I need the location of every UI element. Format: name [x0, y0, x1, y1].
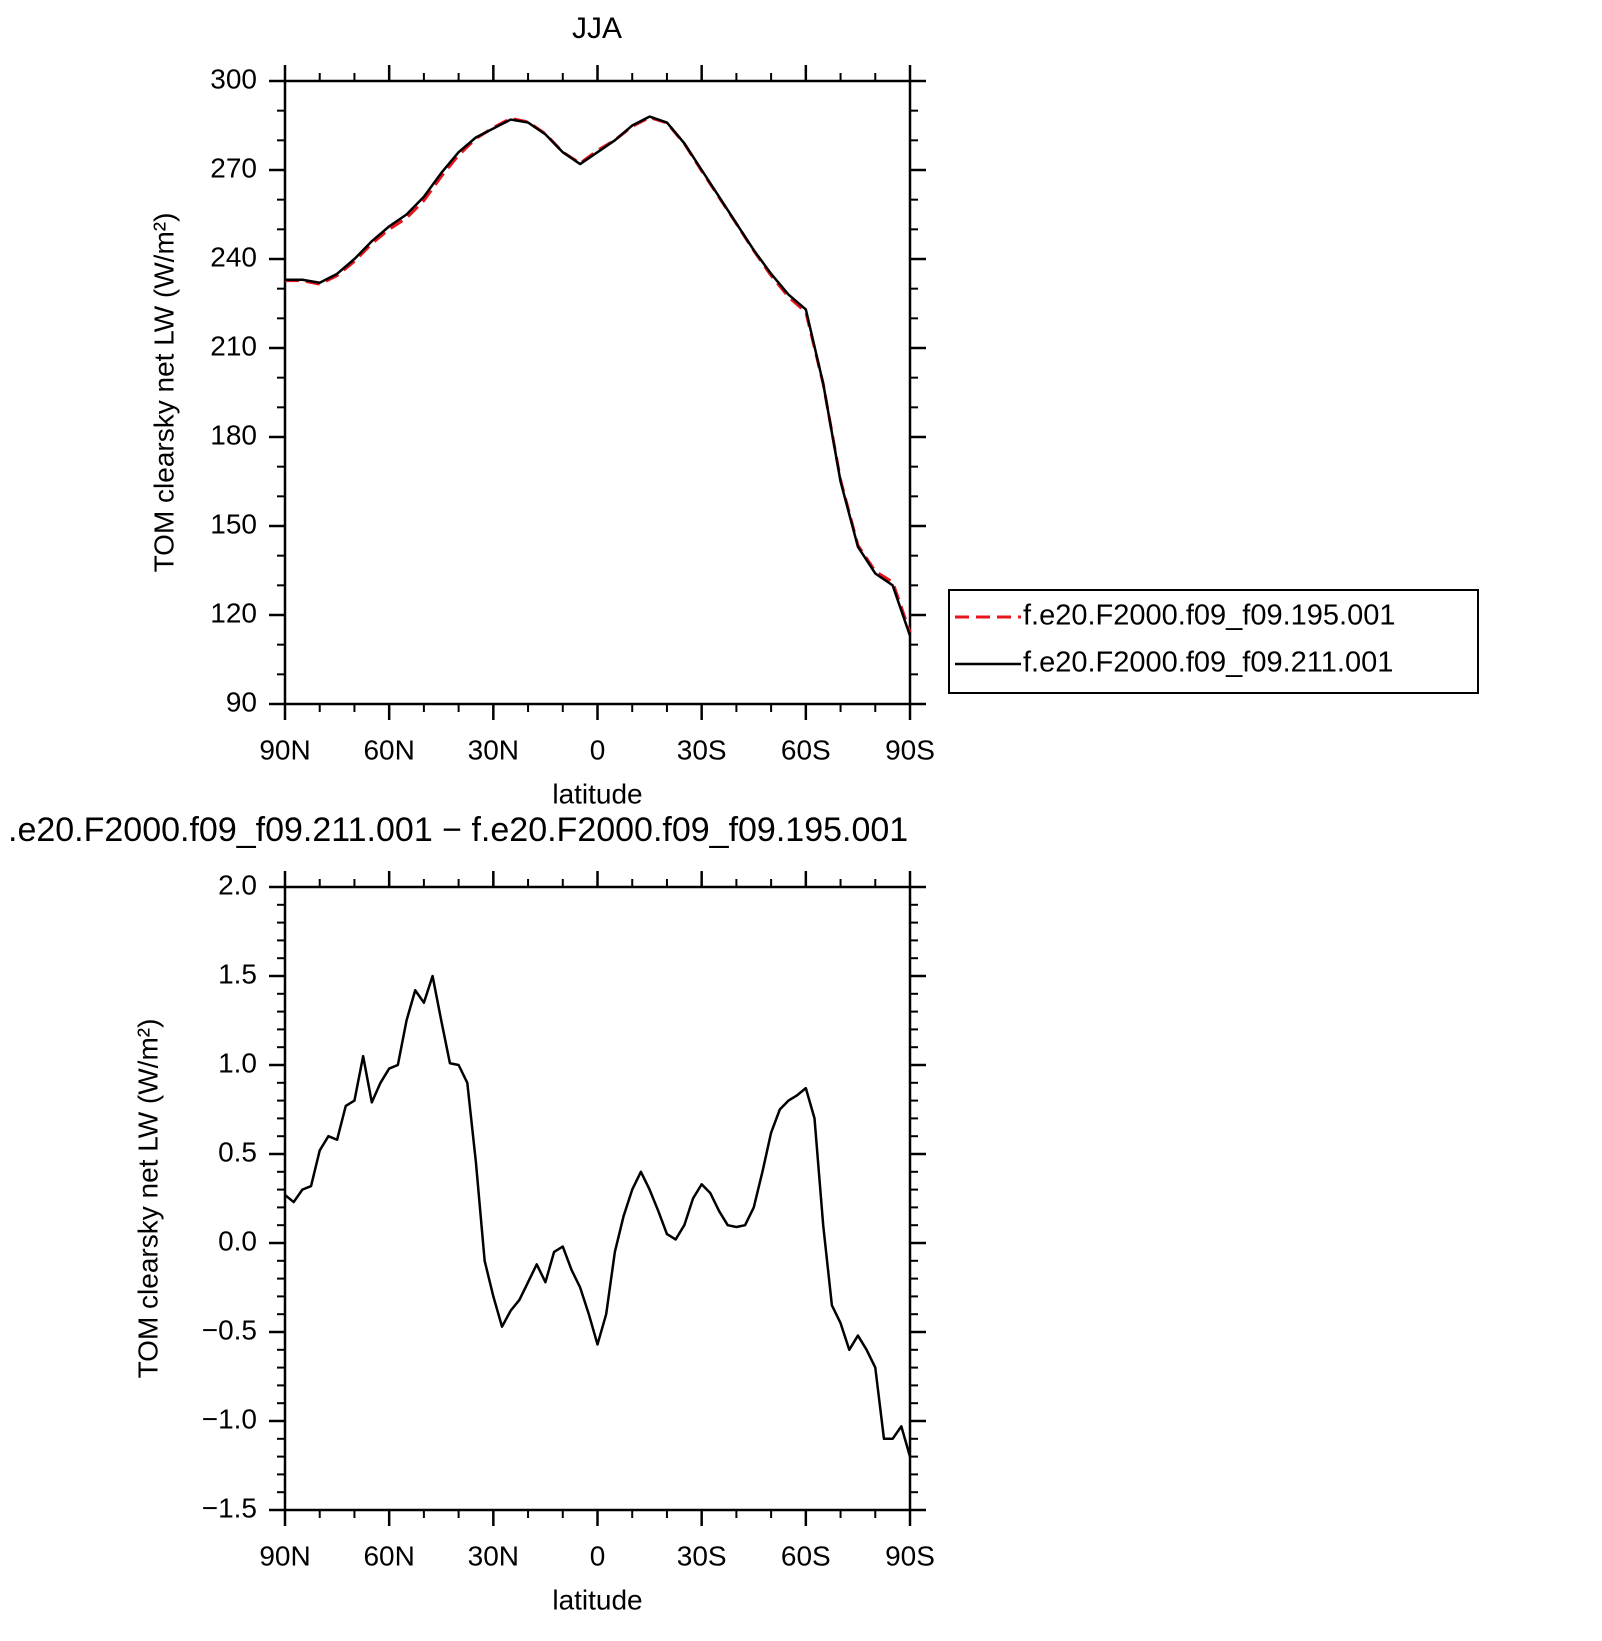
y-tick-label: 150 [210, 508, 257, 539]
y-tick-label: 2.0 [218, 869, 257, 900]
y-tick-label: −1.0 [202, 1403, 257, 1434]
y-axis-label: TOM clearsky net LW (W/m²) [148, 213, 179, 573]
x-tick-label: 30S [677, 1540, 727, 1571]
y-tick-label: 1.0 [218, 1047, 257, 1078]
series-line [285, 115, 912, 637]
chart-title: .e20.F2000.f09_f09.211.001 − f.e20.F2000… [8, 811, 908, 849]
y-tick-label: 300 [210, 63, 257, 94]
chart-title: JJA [572, 12, 622, 45]
y-axis-label: TOM clearsky net LW (W/m²) [132, 1019, 163, 1379]
y-tick-label: 1.5 [218, 958, 257, 989]
plot-frame [283, 79, 912, 706]
x-axis-label: latitude [552, 1584, 642, 1615]
y-tick-label: 0.5 [218, 1136, 257, 1167]
x-tick-label: 90N [259, 1540, 310, 1571]
y-tick-label: 120 [210, 597, 257, 628]
x-tick-label: 60N [363, 1540, 414, 1571]
legend-label: f.e20.F2000.f09_f09.211.001 [1023, 647, 1393, 679]
y-tick-label: −0.5 [202, 1314, 257, 1345]
y-tick-label: 210 [210, 330, 257, 361]
x-tick-label: 0 [590, 1540, 606, 1571]
series-line [284, 974, 912, 1457]
x-tick-label: 60N [363, 734, 414, 765]
x-tick-label: 90S [885, 734, 935, 765]
y-tick-label: 180 [210, 419, 257, 450]
x-tick-label: 60S [781, 734, 831, 765]
x-tick-label: 30N [468, 734, 519, 765]
x-tick-label: 60S [781, 1540, 831, 1571]
y-tick-label: 270 [210, 152, 257, 183]
x-axis-label: latitude [552, 778, 642, 809]
y-tick-label: 240 [210, 241, 257, 272]
y-tick-label: −1.5 [202, 1492, 257, 1523]
plot-frame [283, 885, 912, 1512]
x-tick-label: 30N [468, 1540, 519, 1571]
y-tick-label: 90 [226, 686, 257, 717]
legend-box [948, 589, 1479, 694]
legend-label: f.e20.F2000.f09_f09.195.001 [1023, 600, 1395, 632]
x-tick-label: 0 [590, 734, 606, 765]
y-tick-label: 0.0 [218, 1225, 257, 1256]
series-line [285, 115, 912, 633]
x-tick-label: 90N [259, 734, 310, 765]
x-tick-label: 90S [885, 1540, 935, 1571]
x-tick-label: 30S [677, 734, 727, 765]
